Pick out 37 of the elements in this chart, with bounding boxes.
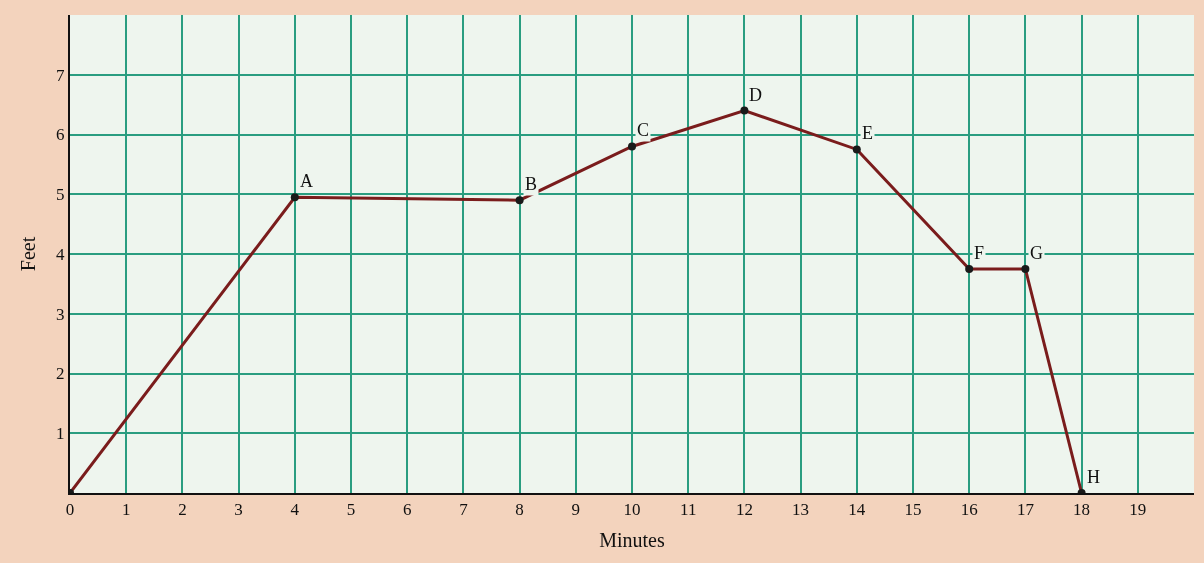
y-tick-label: 2: [56, 364, 65, 384]
x-tick-label: 13: [792, 500, 810, 520]
y-tick-label: 6: [56, 125, 65, 145]
annotation: D: [749, 85, 762, 105]
y-tick-label: 1: [56, 424, 65, 444]
annotation: G: [1030, 243, 1043, 263]
x-tick-label: 17: [1016, 500, 1035, 520]
x-tick-label: 4: [290, 500, 300, 520]
x-tick-label: 11: [680, 500, 697, 520]
x-tick-label: 19: [1129, 500, 1147, 520]
x-tick-label: 5: [346, 500, 356, 520]
annotation: E: [862, 123, 873, 143]
x-tick-label: 3: [234, 500, 243, 520]
annotation: F: [974, 243, 985, 263]
y-tick-label: 5: [56, 185, 65, 205]
y-tick-label: 7: [56, 65, 66, 85]
x-tick-label: 7: [459, 500, 469, 520]
annotation: H: [1087, 467, 1100, 487]
x-tick-label: 16: [960, 500, 978, 520]
y-tick-label: 3: [56, 304, 65, 324]
annotation: C: [637, 120, 650, 140]
x-tick-label: 14: [848, 500, 866, 520]
x-tick-label: 2: [178, 500, 187, 520]
x-tick-label: 8: [515, 500, 524, 520]
x-tick-label: 18: [1073, 500, 1091, 520]
x-tick-label: 6: [402, 500, 412, 520]
x-tick-label: 15: [904, 500, 922, 520]
x-tick-label: 9: [571, 500, 581, 520]
annotation: B: [525, 174, 538, 194]
x-tick-label: 12: [735, 500, 753, 520]
y-tick-label: 4: [56, 244, 66, 264]
annotation: A: [300, 171, 313, 191]
x-tick-label: 0: [65, 500, 75, 520]
y-axis-title: Feet: [17, 236, 40, 272]
x-axis-title: Minutes: [599, 529, 665, 552]
x-tick-label: 1: [121, 500, 131, 520]
x-tick-label: 10: [623, 500, 641, 520]
